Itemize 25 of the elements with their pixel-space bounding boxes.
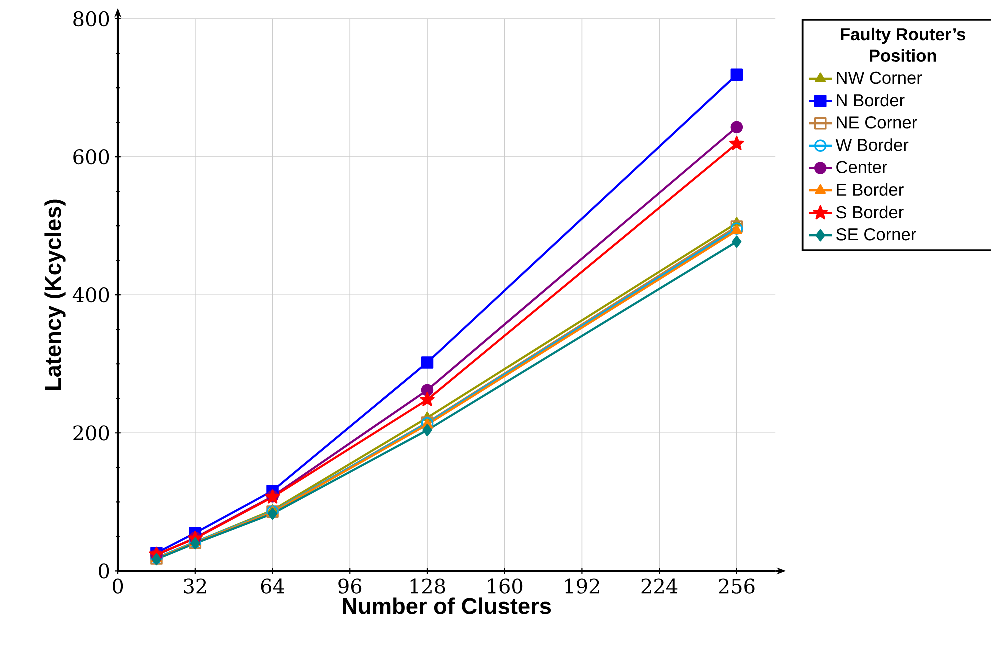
y-tick-label: 600 (74, 149, 110, 165)
x-axis-title: Number of Clusters (343, 598, 552, 614)
y-tick-label: 800 (74, 11, 110, 26)
legend-label: N Border (837, 94, 905, 107)
x-tick-label: 224 (642, 578, 678, 594)
legend-label: NE Corner (837, 116, 918, 129)
legend-label: E Border (837, 183, 904, 196)
x-tick-label: 192 (566, 578, 600, 594)
x-tick-label: 64 (261, 578, 284, 594)
legend-label: W Border (836, 138, 909, 152)
legend-label: NW Corner (837, 72, 922, 84)
y-tick-label: 0 (99, 564, 110, 579)
x-tick-label: 128 (410, 578, 446, 594)
legend-label: SE Corner (836, 228, 916, 241)
y-axis-title: Latency (Kcycles) (44, 200, 66, 390)
x-tick-label: 256 (719, 578, 755, 594)
legend-label: S Border (836, 206, 904, 219)
legend-label: Center (836, 161, 888, 174)
x-tick-label: 160 (488, 578, 523, 594)
x-tick-label: 0 (113, 578, 124, 594)
x-tick-label: 96 (338, 578, 362, 594)
y-tick-label: 200 (74, 425, 110, 441)
x-tick-label: 32 (184, 578, 206, 594)
y-tick-label: 400 (72, 287, 110, 303)
legend-title: Faulty Router’s Position (841, 28, 966, 62)
